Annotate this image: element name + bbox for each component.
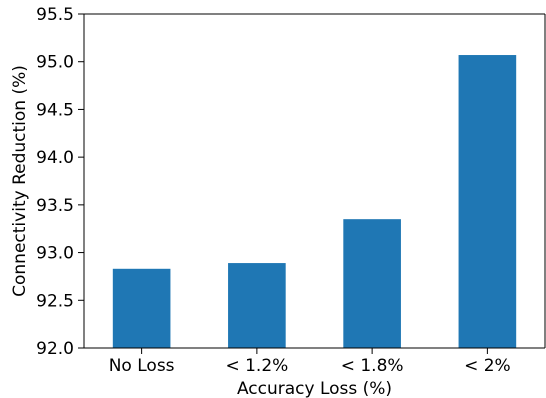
bar (343, 219, 401, 348)
y-tick-label: 93.0 (36, 244, 74, 264)
bar (228, 263, 286, 348)
bar (458, 55, 517, 348)
bar (112, 268, 171, 348)
x-tick-label: < 2% (464, 356, 511, 376)
x-axis: No Loss < 1.2% < 1.8% < 2% (84, 347, 545, 376)
x-tick-label: < 1.8% (341, 356, 404, 376)
y-tick-label: 95.0 (36, 53, 74, 73)
bars-group (112, 55, 517, 348)
y-tick-label: 94.5 (36, 100, 74, 120)
x-axis-title: Accuracy Loss (%) (237, 379, 392, 398)
y-tick-label: 92.5 (36, 291, 74, 311)
x-tick-label: No Loss (109, 356, 175, 376)
y-axis: 92.0 92.5 93.0 93.5 94.0 94.5 95.0 95.5 (36, 5, 546, 359)
y-tick-label: 92.0 (36, 339, 74, 359)
y-axis-title: Connectivity Reduction (%) (10, 65, 30, 297)
y-tick-label: 93.5 (36, 196, 74, 216)
y-tick-label: 95.5 (36, 5, 74, 25)
x-tick-label: < 1.2% (225, 356, 288, 376)
y-tick-label: 94.0 (36, 148, 74, 168)
